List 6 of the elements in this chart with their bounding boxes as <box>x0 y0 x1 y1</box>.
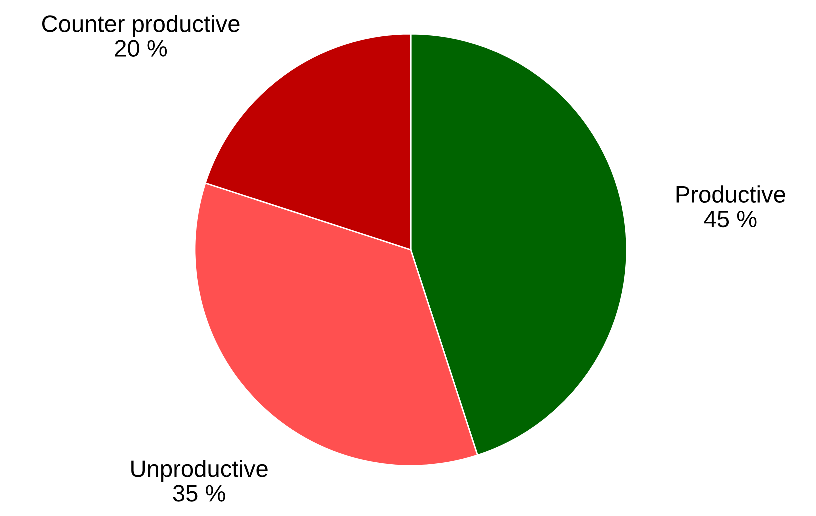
slice-label: Counter productive <box>42 15 240 38</box>
slice-label: Unproductive <box>132 460 268 482</box>
slice-label: Productive <box>676 186 786 204</box>
data-label: 20 % <box>115 40 168 57</box>
data-label: 45 % <box>704 210 757 228</box>
data-label: 35 % <box>173 485 226 502</box>
